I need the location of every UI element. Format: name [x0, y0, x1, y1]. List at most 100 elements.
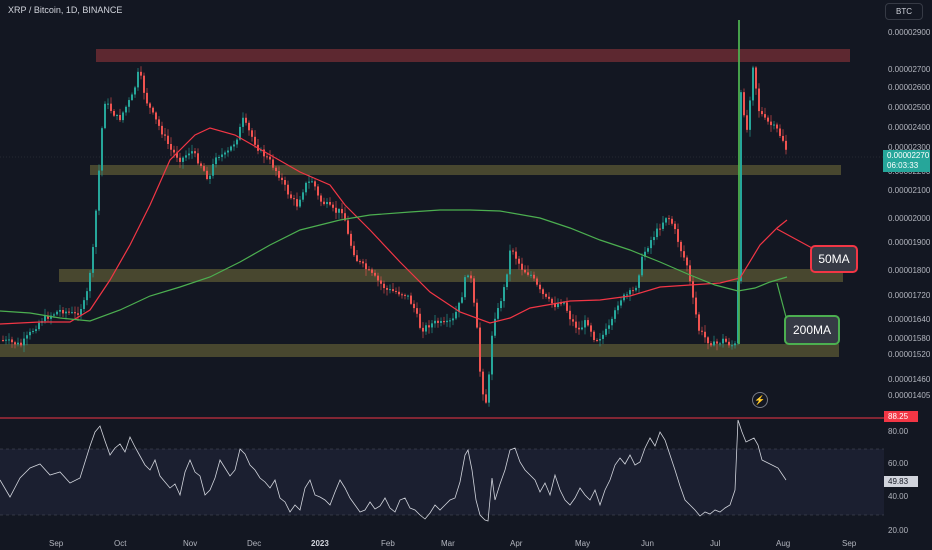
candle — [281, 177, 283, 181]
time-tick: Nov — [183, 539, 198, 548]
candle — [212, 164, 214, 176]
candle — [560, 303, 562, 305]
candle — [407, 295, 409, 297]
candle — [356, 255, 358, 262]
candle — [62, 309, 64, 314]
candle — [362, 261, 364, 264]
price-tick: 0.00002400 — [888, 123, 931, 132]
candle — [290, 194, 292, 199]
replay-icon[interactable]: ⚡ — [752, 392, 768, 408]
time-tick: Mar — [441, 539, 455, 548]
candle — [785, 140, 787, 150]
candle — [722, 338, 724, 344]
candle — [389, 289, 391, 291]
candle — [134, 87, 136, 95]
candle — [581, 327, 583, 330]
candle — [662, 222, 664, 229]
candle — [284, 180, 286, 185]
candle — [413, 303, 415, 309]
candle — [422, 327, 424, 332]
candle — [23, 338, 25, 346]
candle — [614, 310, 616, 319]
candle — [125, 106, 127, 113]
candle — [131, 94, 133, 101]
candle — [428, 325, 430, 328]
candle — [572, 319, 574, 322]
candle — [515, 251, 517, 259]
candle — [8, 339, 10, 341]
price-tick: 0.00002900 — [888, 28, 931, 37]
candle — [473, 278, 475, 303]
candle — [122, 112, 124, 121]
candle — [353, 245, 355, 256]
candle — [713, 341, 715, 346]
candle — [602, 334, 604, 339]
candle — [269, 156, 271, 160]
candle — [752, 67, 754, 101]
candle — [551, 298, 553, 304]
candle — [398, 291, 400, 295]
currency-button[interactable]: BTC — [885, 3, 923, 20]
candle — [239, 126, 241, 140]
candle — [764, 114, 766, 118]
candle — [182, 157, 184, 162]
candle — [476, 302, 478, 328]
candle — [569, 310, 571, 320]
rsi-current-tag: 49.83 — [884, 476, 918, 487]
time-tick: May — [575, 539, 591, 548]
candle — [566, 302, 568, 311]
candle — [587, 320, 589, 326]
candle — [437, 320, 439, 323]
candle — [500, 301, 502, 309]
candle — [737, 281, 739, 344]
candle — [65, 311, 67, 314]
candle — [665, 218, 667, 223]
candle — [743, 92, 745, 116]
candle — [146, 92, 148, 104]
candle — [197, 153, 199, 164]
candle — [734, 343, 736, 346]
candle — [209, 175, 211, 180]
candle — [116, 114, 118, 116]
candle — [104, 103, 106, 129]
price-tick: 0.00001720 — [888, 291, 931, 300]
candle — [68, 311, 70, 313]
rsi-max-tag: 88.25 — [884, 411, 918, 422]
candle — [248, 122, 250, 131]
candle — [293, 198, 295, 200]
time-tick: Jun — [641, 539, 654, 548]
candle — [629, 290, 631, 295]
candle — [686, 257, 688, 266]
candle — [92, 247, 94, 273]
vertical-markers — [738, 20, 813, 344]
candle — [200, 163, 202, 167]
candle — [668, 218, 670, 220]
candle — [506, 274, 508, 288]
candle — [338, 209, 340, 213]
candle — [233, 144, 235, 147]
candle — [767, 117, 769, 122]
candle — [380, 280, 382, 284]
candle — [410, 295, 412, 304]
candle — [140, 71, 142, 76]
candle — [692, 281, 694, 298]
candle — [710, 343, 712, 346]
candle — [470, 275, 472, 279]
candle — [59, 309, 61, 312]
candle — [644, 251, 646, 257]
candle — [467, 275, 469, 278]
candle — [524, 269, 526, 273]
candle — [329, 202, 331, 205]
candle — [404, 294, 406, 296]
price-tick: 0.00002100 — [888, 186, 931, 195]
candle — [584, 320, 586, 328]
last-price-tag: 0.00002270 06:03:33 — [883, 150, 930, 172]
candle — [383, 283, 385, 289]
candle — [344, 213, 346, 221]
time-tick: Sep — [49, 539, 64, 548]
candle — [554, 303, 556, 308]
candle — [32, 331, 34, 333]
candle — [272, 159, 274, 168]
candle — [542, 289, 544, 295]
